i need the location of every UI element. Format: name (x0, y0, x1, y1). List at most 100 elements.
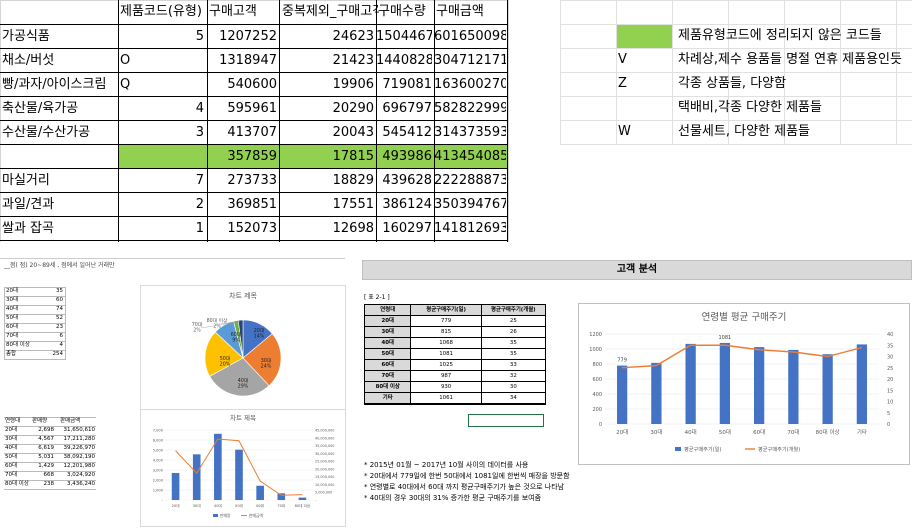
column-header[interactable]: 구매고객 (209, 4, 257, 19)
value-cell[interactable]: 160297 (382, 221, 432, 236)
cycle-value[interactable]: 33 (509, 362, 517, 368)
amount-value[interactable]: 17,211,280 (63, 436, 96, 442)
value-cell[interactable]: 369851 (227, 197, 277, 212)
age-label[interactable]: 총합 (6, 351, 17, 357)
qty-value[interactable]: 2,698 (38, 427, 54, 433)
product-name-cell[interactable]: 수산물/수산가공 (2, 125, 91, 140)
cycle-value[interactable]: 1061 (411, 393, 482, 403)
age-label[interactable]: 70대 (5, 472, 18, 478)
value-cell[interactable]: 19906 (332, 77, 374, 92)
cycle-value[interactable]: 35 (509, 340, 517, 346)
age-label[interactable]: 기타 (365, 393, 412, 403)
value-cell[interactable]: 545412 (382, 125, 432, 140)
value-cell[interactable]: 20290 (332, 101, 374, 116)
age-label[interactable]: 20대 (5, 427, 18, 433)
value-cell[interactable]: 3047121710 (434, 53, 506, 68)
age-count[interactable]: 74 (56, 306, 63, 312)
product-name-cell[interactable]: 채소/버섯 (2, 53, 55, 68)
bar[interactable] (171, 473, 180, 500)
cycle-value[interactable]: 930 (411, 382, 482, 392)
product-name-cell[interactable]: 빵/과자/아이스크림 (2, 77, 107, 92)
qty-value[interactable]: 4,567 (38, 436, 54, 442)
value-cell[interactable]: 6016500980 (434, 29, 506, 44)
age-label[interactable]: 40대 (6, 306, 19, 312)
column-header[interactable]: 판매금액 (60, 418, 81, 424)
product-code-cell[interactable]: O (120, 53, 131, 68)
bar[interactable] (753, 347, 765, 424)
value-cell[interactable]: 18829 (332, 173, 374, 188)
value-cell[interactable]: 357859 (227, 149, 277, 164)
age-label[interactable]: 30대 (365, 327, 412, 337)
value-cell[interactable]: 439628 (382, 173, 432, 188)
value-cell[interactable]: 17815 (332, 149, 374, 164)
age-count[interactable]: 254 (52, 351, 64, 357)
age-label[interactable]: 50대 (6, 315, 19, 321)
purchase-cycle-chart-box[interactable]: 연령별 평균 구매주기 1200 1000 800 600 400 200 0 40 35 30 25… (578, 303, 910, 465)
product-code-cell[interactable]: 5 (195, 29, 204, 44)
column-header[interactable]: 제품코드(유형) (120, 4, 202, 19)
bar[interactable] (788, 349, 799, 424)
age-label[interactable]: 80대 이상 (5, 481, 29, 487)
age-label[interactable]: 30대 (5, 436, 18, 442)
age-label[interactable]: 60대 (5, 463, 18, 469)
value-cell[interactable]: 3143735930 (434, 125, 506, 140)
column-header[interactable]: 구매수량 (378, 4, 426, 19)
sales-combo-chart-box[interactable]: 차트 제목 7,000 6,000 5,000 4,000 3,000 2,000 1,000… (140, 409, 346, 527)
cycle-value[interactable]: 1068 (411, 338, 482, 348)
cycle-value[interactable]: 1081 (411, 349, 482, 359)
product-code-cell[interactable]: 4 (195, 101, 204, 116)
bar[interactable] (719, 342, 731, 424)
value-cell[interactable]: 696797 (382, 101, 432, 116)
product-code-cell[interactable]: 2 (195, 197, 204, 212)
value-cell[interactable]: 5828229990 (434, 101, 506, 116)
product-name-cell[interactable]: 쌀과 잡곡 (2, 221, 54, 236)
cycle-value[interactable]: 26 (509, 329, 517, 335)
value-cell[interactable]: 21423 (332, 53, 374, 68)
age-label[interactable]: 40대 (365, 338, 412, 348)
bar[interactable] (277, 493, 286, 500)
age-count[interactable]: 60 (56, 297, 63, 303)
cycle-value[interactable]: 32 (509, 373, 517, 379)
value-cell[interactable]: 12698 (332, 221, 374, 236)
amount-value[interactable]: 39,226,970 (63, 445, 96, 451)
value-cell[interactable]: 719081 (382, 77, 432, 92)
product-code-cell[interactable]: 1 (195, 221, 204, 236)
value-cell[interactable]: 3503947670 (434, 197, 506, 212)
value-cell[interactable]: 1440828 (376, 53, 432, 68)
age-label[interactable]: 70대 (365, 371, 412, 381)
product-name-cell[interactable]: 과일/견과 (2, 197, 55, 212)
pie-slice[interactable] (209, 357, 270, 397)
product-code-cell[interactable]: 3 (195, 125, 204, 140)
qty-value[interactable]: 5,031 (38, 454, 54, 460)
value-cell[interactable]: 386124 (382, 197, 432, 212)
value-cell[interactable]: 152073 (227, 221, 277, 236)
value-cell[interactable]: 17551 (332, 197, 374, 212)
product-name-cell[interactable]: 가공식품 (2, 29, 50, 44)
age-label[interactable]: 70대 (6, 333, 19, 339)
pie-slice[interactable] (204, 331, 244, 377)
amount-value[interactable]: 38,092,190 (63, 454, 96, 460)
value-cell[interactable]: 20043 (332, 125, 374, 140)
value-cell[interactable]: 4134540859 (434, 149, 506, 164)
age-count[interactable]: 52 (56, 315, 63, 321)
value-cell[interactable]: 273733 (227, 173, 277, 188)
cycle-value[interactable]: 30 (509, 384, 517, 390)
bar[interactable] (616, 365, 628, 424)
age-count[interactable]: 23 (56, 324, 63, 330)
column-header[interactable]: 평균구매주기(개월) (491, 307, 536, 313)
bar[interactable] (235, 449, 243, 500)
cycle-value[interactable]: 35 (509, 351, 517, 357)
cycle-value[interactable]: 34 (509, 395, 517, 401)
product-code-cell[interactable]: Q (120, 77, 131, 92)
bar[interactable] (256, 485, 264, 500)
value-cell[interactable]: 2222888730 (434, 173, 506, 188)
bar[interactable] (856, 344, 868, 424)
value-cell[interactable]: 1418126930 (434, 221, 506, 236)
product-code-cell[interactable] (120, 145, 204, 169)
value-cell[interactable]: 1504467 (376, 29, 432, 44)
bar[interactable] (685, 343, 696, 424)
age-label[interactable]: 30대 (6, 297, 19, 303)
qty-value[interactable]: 6,619 (38, 445, 54, 451)
bar[interactable] (214, 433, 222, 500)
age-label[interactable]: 50대 (365, 349, 412, 359)
